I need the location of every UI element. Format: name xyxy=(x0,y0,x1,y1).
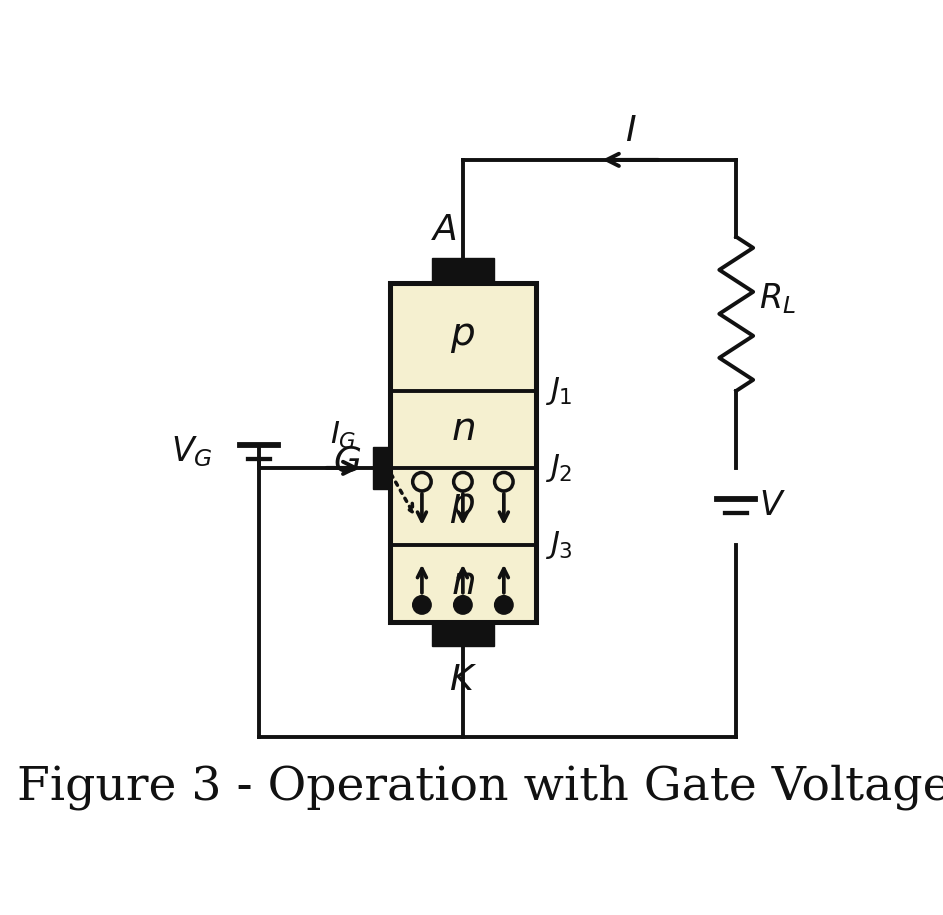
Text: $V$: $V$ xyxy=(759,490,786,522)
Text: $A$: $A$ xyxy=(431,213,456,247)
Text: $G$: $G$ xyxy=(333,445,361,479)
Text: $p$: $p$ xyxy=(451,318,475,355)
Text: $J_3$: $J_3$ xyxy=(545,529,573,561)
Circle shape xyxy=(413,596,431,614)
Circle shape xyxy=(495,596,513,614)
Text: $J_2$: $J_2$ xyxy=(545,452,572,484)
Circle shape xyxy=(454,596,472,614)
Text: $V_G$: $V_G$ xyxy=(171,435,212,469)
Bar xyxy=(432,622,493,647)
Bar xyxy=(389,283,536,622)
Text: $n$: $n$ xyxy=(451,565,475,602)
Text: $I$: $I$ xyxy=(624,114,637,148)
Bar xyxy=(372,447,389,489)
Text: $R_L$: $R_L$ xyxy=(759,281,796,316)
Text: $J_1$: $J_1$ xyxy=(545,375,573,407)
Text: $I_G$: $I_G$ xyxy=(330,420,356,451)
Text: $p$: $p$ xyxy=(451,488,475,525)
Text: $K$: $K$ xyxy=(449,663,477,697)
Text: Figure 3 - Operation with Gate Voltage: Figure 3 - Operation with Gate Voltage xyxy=(17,765,943,811)
Bar xyxy=(432,258,493,283)
Text: $n$: $n$ xyxy=(451,411,475,447)
